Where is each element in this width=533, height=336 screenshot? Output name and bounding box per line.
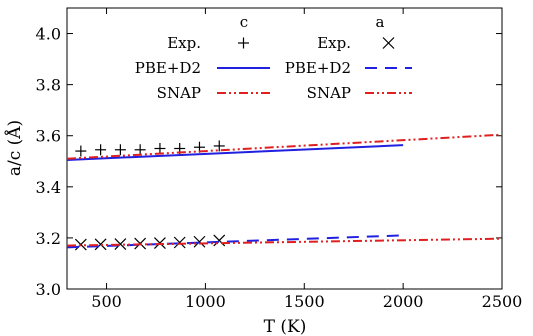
x-tick-label: 1000 [185,292,226,311]
x-tick-label: 2000 [383,292,424,311]
exp_a-point [193,235,206,248]
y-tick-label: 3.4 [36,178,61,197]
plot-frame [66,7,503,290]
exp_c-point [95,144,107,156]
x-tick-label: 500 [91,292,122,311]
exp_a-point [114,238,127,250]
exp_c-point [75,145,87,157]
legend-marker [382,37,395,49]
legend-label: Exp. [317,34,351,52]
y-tick-label: 3.8 [36,76,61,95]
y-tick-label: 3.0 [36,280,61,299]
x-tick-label: 1500 [284,292,325,311]
y-axis-label: a/c (Å) [4,120,25,176]
exp_a-point [213,234,226,247]
y-tick-label: 3.2 [36,229,61,248]
y-tick-label: 3.6 [36,127,61,146]
legend-marker [238,37,249,49]
legend: c Exp. PBE+D2 SNAP a Exp. PBE+D2 SNAP [135,13,412,102]
snap_a-line [66,237,503,247]
legend-header: a [376,13,385,31]
legend-label: SNAP [157,84,201,102]
x-tick-label: 2500 [482,292,523,311]
exp_c-point [213,140,225,152]
legend-label: Exp. [167,34,201,52]
exp_c-point [154,143,166,154]
legend-label: SNAP [307,84,351,102]
legend-label: PBE+D2 [285,59,351,77]
pbe_a-line [66,234,404,249]
legend-label: PBE+D2 [135,59,201,77]
axis-ticks: 500 1000 1500 2000 2500 3.0 3.2 3.4 3.6 3.8 4.0 [36,8,523,311]
exp_a-point [94,238,107,251]
y-tick-label: 4.0 [36,25,61,44]
snap_c-line [66,133,503,160]
exp_c-point [114,144,126,156]
exp_a-point [154,237,166,249]
exp_a-point [173,236,186,249]
legend-header: c [240,13,248,31]
x-axis-label: T (K) [264,317,307,336]
pbe_c-line [66,144,404,161]
exp_c-point [134,144,146,156]
series-layer [66,133,503,251]
